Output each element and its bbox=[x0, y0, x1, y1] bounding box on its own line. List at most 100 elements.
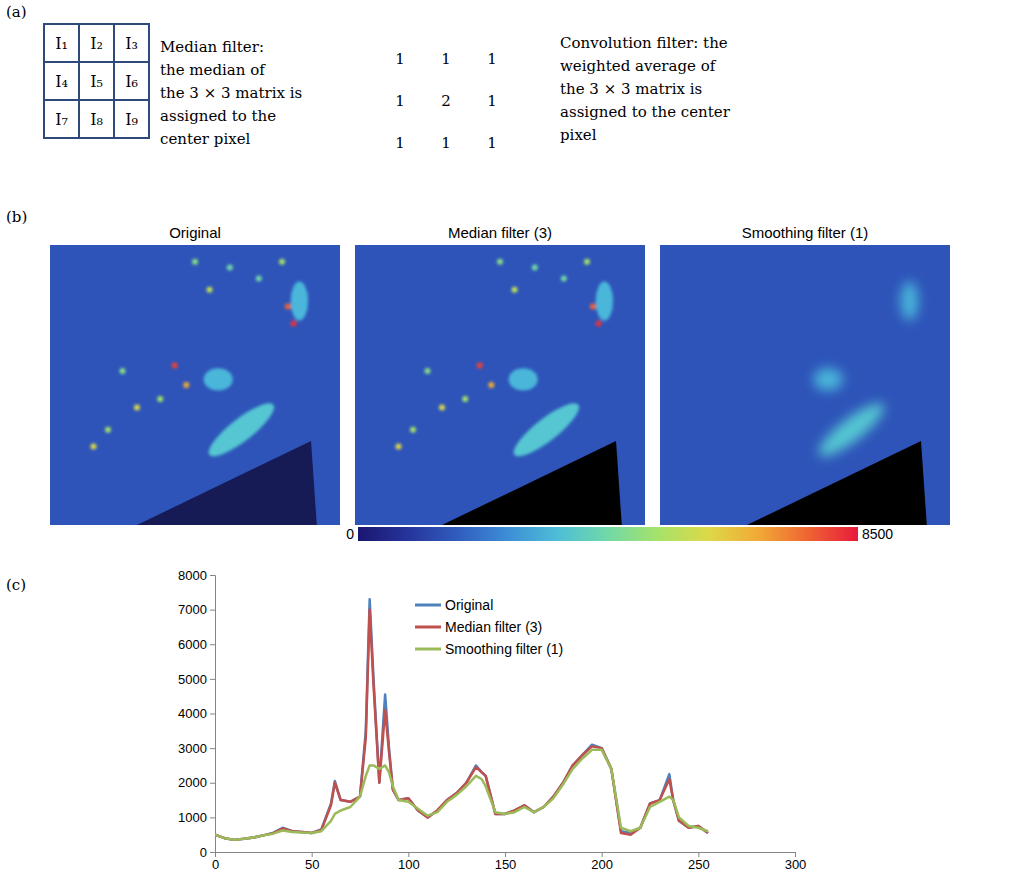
kernel-weight: 1 bbox=[395, 134, 405, 152]
panel-letter: (c) bbox=[6, 576, 26, 594]
filtered-image bbox=[355, 245, 645, 525]
filtered-image bbox=[50, 245, 340, 525]
image-structure bbox=[204, 368, 233, 390]
y-tick-mark bbox=[210, 714, 215, 715]
image-spot bbox=[439, 404, 445, 410]
legend-label: Smoothing filter (1) bbox=[445, 641, 563, 657]
matrix-label: I₆ bbox=[125, 72, 138, 91]
image-spot bbox=[157, 396, 163, 402]
matrix-cell bbox=[114, 24, 149, 62]
image-spot bbox=[105, 427, 111, 433]
y-tick-mark bbox=[210, 817, 215, 818]
x-tick-label: 150 bbox=[495, 857, 517, 872]
matrix-label: I₈ bbox=[90, 110, 103, 129]
x-tick-label: 100 bbox=[398, 857, 420, 872]
y-tick-label: 0 bbox=[200, 845, 207, 860]
line-chart: 0501001502002503000100020003000400050006… bbox=[178, 568, 806, 873]
panel-letter: (a) bbox=[6, 3, 27, 21]
image-spot bbox=[561, 276, 567, 282]
image-spot bbox=[256, 276, 262, 282]
convolution-description: pixel bbox=[560, 126, 597, 144]
y-tick-mark bbox=[210, 644, 215, 645]
y-tick-mark bbox=[210, 679, 215, 680]
x-tick-label: 50 bbox=[305, 857, 319, 872]
y-tick: 2000 bbox=[178, 775, 215, 790]
x-tick: 250 bbox=[688, 852, 710, 872]
matrix-cell bbox=[114, 100, 149, 138]
image-spot bbox=[590, 304, 596, 310]
kernel-weight: 1 bbox=[395, 92, 405, 110]
x-tick: 0 bbox=[212, 852, 219, 872]
image-spot bbox=[192, 259, 198, 265]
series-line bbox=[215, 750, 708, 840]
y-tick-mark bbox=[210, 852, 215, 853]
image-spot bbox=[410, 427, 416, 433]
legend-swatch bbox=[415, 626, 441, 629]
x-tick: 300 bbox=[785, 852, 807, 872]
image-structure bbox=[814, 368, 843, 390]
matrix-label: I₂ bbox=[90, 34, 103, 53]
y-tick-mark bbox=[210, 575, 215, 576]
filtered-image bbox=[660, 245, 950, 525]
image-spot bbox=[477, 362, 483, 368]
image-title: Median filter (3) bbox=[448, 224, 552, 241]
image-background bbox=[355, 245, 645, 525]
image-spot bbox=[488, 382, 494, 388]
y-tick: 4000 bbox=[178, 706, 215, 721]
matrix-label: I₄ bbox=[55, 72, 68, 91]
y-tick: 8000 bbox=[178, 568, 215, 583]
x-axis: 0 50 100 150 200 250 300 bbox=[212, 852, 806, 872]
image-structure bbox=[901, 281, 918, 320]
x-tick: 200 bbox=[591, 852, 613, 872]
legend-label: Original bbox=[445, 597, 493, 613]
x-tick-label: 250 bbox=[688, 857, 710, 872]
matrix-label: I₇ bbox=[55, 110, 68, 129]
image-spot bbox=[91, 444, 97, 450]
matrix-cell bbox=[79, 100, 114, 138]
matrix-cell bbox=[79, 62, 114, 100]
matrix-cell bbox=[44, 62, 79, 100]
panel-a: I₁I₂I₃I₄I₅I₆I₇I₈I₉Median filter:the medi… bbox=[44, 24, 731, 152]
median-description: assigned to the bbox=[160, 107, 276, 125]
x-tick: 150 bbox=[495, 852, 517, 872]
image-spot bbox=[183, 382, 189, 388]
matrix-cell bbox=[44, 100, 79, 138]
image-structure bbox=[508, 396, 586, 464]
image-spot bbox=[462, 396, 468, 402]
kernel-weight: 1 bbox=[395, 50, 405, 68]
y-tick: 0 bbox=[200, 845, 215, 860]
image-spot bbox=[227, 264, 233, 270]
image-spot bbox=[279, 259, 285, 265]
series-line bbox=[215, 599, 708, 840]
y-tick: 6000 bbox=[178, 637, 215, 652]
y-tick-label: 3000 bbox=[178, 741, 207, 756]
image-structure bbox=[813, 396, 891, 464]
legend-swatch bbox=[415, 648, 441, 651]
image-structure bbox=[596, 281, 613, 320]
y-tick-mark bbox=[210, 748, 215, 749]
image-title: Smoothing filter (1) bbox=[742, 224, 869, 241]
x-tick: 50 bbox=[305, 852, 319, 872]
panel-letter: (b) bbox=[6, 208, 27, 226]
x-tick: 100 bbox=[398, 852, 420, 872]
image-structure bbox=[291, 281, 308, 320]
kernel-weight: 1 bbox=[441, 134, 451, 152]
matrix-label: I₉ bbox=[125, 110, 138, 129]
y-tick-label: 4000 bbox=[178, 706, 207, 721]
x-tick-label: 300 bbox=[785, 857, 807, 872]
kernel-weight: 1 bbox=[487, 134, 497, 152]
image-spot bbox=[120, 368, 126, 374]
y-axis: 010002000300040005000600070008000 bbox=[178, 568, 215, 860]
legend: OriginalMedian filter (3)Smoothing filte… bbox=[415, 597, 563, 657]
image-spot bbox=[532, 264, 538, 270]
convolution-description: the 3 × 3 matrix is bbox=[560, 80, 702, 98]
x-tick-label: 200 bbox=[591, 857, 613, 872]
image-spot bbox=[512, 287, 518, 293]
image-background bbox=[660, 245, 950, 525]
convolution-description: weighted average of bbox=[560, 57, 717, 75]
image-background bbox=[50, 245, 340, 525]
image-spot bbox=[285, 304, 291, 310]
colorbar bbox=[358, 527, 858, 541]
y-axis-line bbox=[210, 576, 216, 853]
y-tick-label: 8000 bbox=[178, 568, 207, 583]
